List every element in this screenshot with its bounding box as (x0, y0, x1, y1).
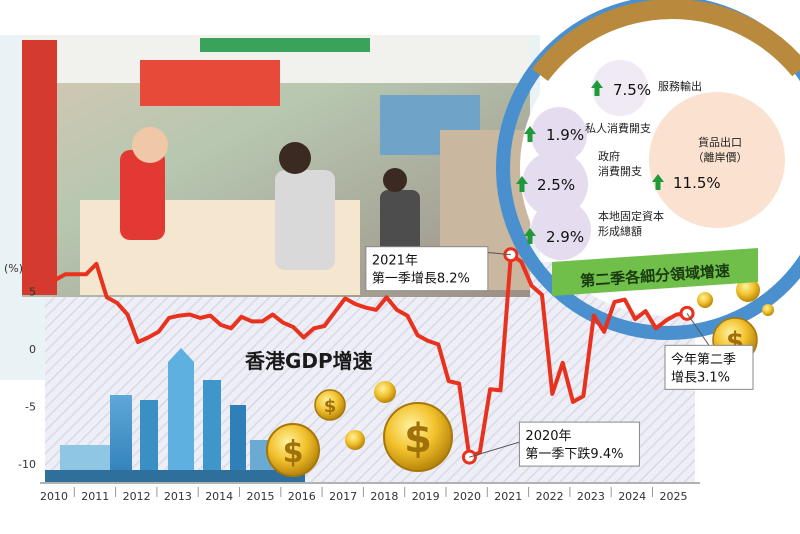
up-arrow-icon (591, 80, 603, 96)
annotation-leader (469, 441, 520, 458)
annotation-leader (686, 313, 710, 346)
sector-label: 私人消費開支 (585, 121, 651, 135)
sector-label: 服務輸出 (658, 79, 702, 93)
y-axis: (%) 5 0 -5 -10 (4, 262, 36, 471)
y-tick-label: 0 (29, 343, 36, 356)
sector-value: 2.9% (546, 228, 584, 246)
annotation-text: 第一季下跌9.4% (525, 446, 623, 462)
x-tick-label: 2024 (618, 490, 646, 503)
y-tick-label: -10 (18, 458, 36, 471)
sector-label: （離岸價） (693, 150, 748, 164)
x-tick-label: 2012 (123, 490, 151, 503)
x-tick-label: 2011 (81, 490, 109, 503)
sector-value: 7.5% (613, 81, 651, 99)
x-tick-label: 2022 (536, 490, 564, 503)
svg-text:$: $ (404, 416, 432, 462)
sector-label: 本地固定資本 (598, 209, 664, 223)
x-tick-label: 2025 (660, 490, 688, 503)
x-tick-label: 2019 (412, 490, 440, 503)
x-tick-label: 2023 (577, 490, 605, 503)
svg-text:$: $ (283, 435, 304, 470)
x-tick-label: 2015 (247, 490, 275, 503)
sector-label: 形成總額 (598, 224, 642, 238)
x-tick-label: 2010 (40, 490, 68, 503)
y-tick-label: -5 (25, 401, 36, 414)
subtitle-banner: 第二季各細分領域增速 (552, 248, 758, 296)
x-tick-label: 2013 (164, 490, 192, 503)
y-tick-label: 5 (29, 286, 36, 299)
annotation-box (365, 246, 489, 292)
y-axis-label: (%) (4, 262, 23, 275)
gdp-growth-line (53, 252, 689, 460)
x-tick-label: 2014 (205, 490, 233, 503)
up-arrow-icon (524, 228, 536, 244)
annotation-text: 2021年 (372, 254, 418, 269)
sector-label: 消費開支 (598, 164, 642, 178)
annotation-box (664, 344, 754, 390)
annotation-text: 今年第二季 (671, 351, 736, 367)
annotation-text: 第一季增長8.2% (372, 272, 470, 287)
x-tick-label: 2018 (370, 490, 398, 503)
supermarket-photo (22, 35, 530, 297)
x-tick-label: 2016 (288, 490, 316, 503)
sector-value: 1.9% (546, 126, 584, 144)
annotation-text: 2020年 (525, 429, 571, 444)
x-axis: 2010 2011 2012 2013 2014 2015 2016 2017 2018 2019… (40, 482, 700, 503)
x-tick-label: 2020 (453, 490, 481, 503)
series-layer (53, 252, 689, 460)
up-arrow-icon (516, 176, 528, 192)
sector-value: 11.5% (673, 174, 721, 192)
sector-bubbles (522, 60, 785, 260)
x-tick-label: 2017 (329, 490, 357, 503)
svg-text:$: $ (324, 396, 337, 417)
annotation-text: 增長3.1% (671, 370, 730, 385)
sector-label: 貨品出口 (698, 135, 742, 149)
x-tick-label: 2021 (494, 490, 522, 503)
up-arrow-icon (652, 174, 664, 190)
sector-value: 2.5% (537, 176, 575, 194)
up-arrow-icon (524, 126, 536, 142)
annotation-box (518, 421, 640, 467)
sector-label: 政府 (598, 149, 620, 163)
chart-title: 香港GDP增速 (245, 349, 373, 373)
